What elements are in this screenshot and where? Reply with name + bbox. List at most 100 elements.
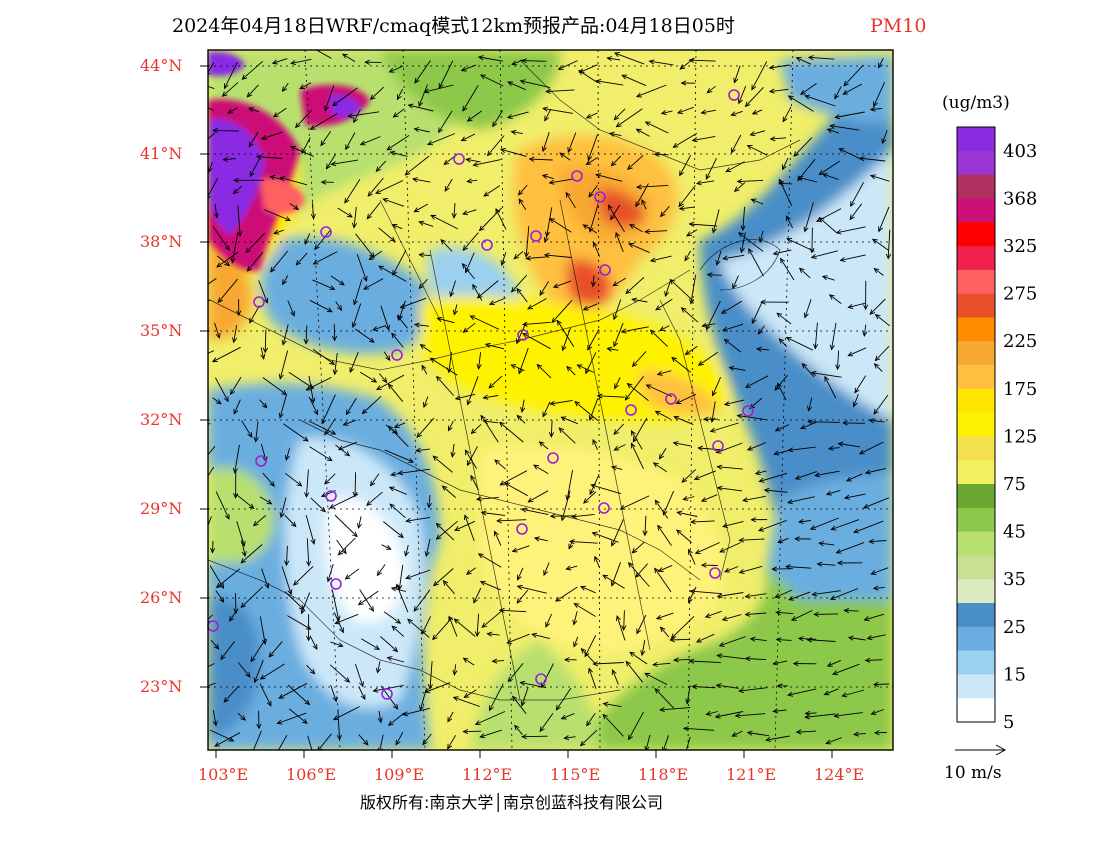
wind-arrow	[312, 279, 336, 291]
wind-arrow	[709, 422, 739, 433]
wind-arrow	[215, 590, 225, 603]
wind-arrow	[588, 185, 598, 198]
wind-arrow	[636, 614, 647, 635]
colorbar-label: 75	[1003, 474, 1026, 495]
wind-arrow	[788, 591, 811, 601]
wind-arrow	[760, 299, 789, 305]
wind-arrow	[737, 85, 747, 105]
wind-arrow	[688, 658, 721, 664]
wind-arrow	[404, 544, 410, 557]
wind-arrow	[208, 466, 215, 477]
wind-arrow	[276, 712, 307, 725]
wind-arrow	[715, 250, 722, 266]
wind-arrow	[627, 562, 650, 587]
wind-arrow	[818, 217, 837, 233]
wind-arrow	[551, 299, 573, 324]
city-marker	[728, 89, 740, 101]
colorbar-label: 5	[1003, 712, 1014, 733]
wind-arrow	[332, 352, 338, 376]
wind-arrow	[463, 689, 477, 699]
wind-arrow	[465, 567, 476, 575]
wind-arrow	[568, 539, 598, 545]
wind-arrow	[621, 74, 647, 87]
wind-arrow	[516, 584, 547, 594]
wind-arrow	[785, 564, 812, 570]
wind-arrow	[364, 59, 382, 65]
wind-arrow	[372, 684, 404, 693]
wind-arrow	[367, 177, 384, 197]
wind-arrow	[673, 657, 691, 663]
city-marker	[517, 329, 529, 341]
wind-arrow	[580, 647, 596, 665]
wind-arrow	[492, 110, 503, 128]
wind-arrow	[742, 495, 766, 503]
wind-arrow	[613, 322, 624, 348]
wind-arrow	[847, 347, 867, 357]
wind-arrow	[758, 519, 787, 532]
wind-arrow	[754, 470, 767, 476]
wind-arrow	[413, 589, 431, 612]
wind-arrow	[738, 565, 763, 574]
wind-arrow	[644, 734, 651, 750]
wind-arrow	[635, 128, 650, 137]
wind-arrow	[303, 325, 309, 345]
wind-arrow	[731, 134, 742, 154]
wind-arrow	[435, 522, 455, 541]
wind-arrow	[682, 495, 695, 501]
wind-arrow	[290, 145, 314, 157]
lat-label: 44°N	[140, 56, 182, 75]
wind-arrow	[521, 58, 547, 64]
wind-arrow	[462, 728, 482, 735]
wind-arrow	[686, 229, 698, 237]
wind-arrow	[777, 537, 789, 544]
colorbar-swatch	[957, 674, 995, 699]
wind-arrow	[356, 254, 368, 282]
colorbar-swatch	[957, 388, 995, 414]
wind-arrow	[720, 300, 743, 314]
wind-arrow	[330, 641, 344, 648]
wind-arrow	[527, 490, 549, 503]
wind-arrow	[631, 351, 647, 368]
wind-arrow	[822, 173, 839, 180]
wind-arrow	[496, 518, 527, 524]
wind-arrow	[560, 713, 575, 720]
wind-arrow	[208, 62, 215, 76]
wind-arrow	[588, 667, 597, 689]
wind-arrow	[414, 60, 431, 84]
wind-arrow	[723, 338, 742, 353]
wind-arrow	[630, 442, 644, 469]
wind-arrow	[533, 464, 549, 474]
wind-arrow	[208, 299, 211, 302]
colorbar-swatch	[957, 365, 995, 390]
wind-arrow	[427, 133, 456, 146]
wind-arrow	[262, 329, 268, 354]
wind-arrow	[258, 280, 269, 304]
wind-arrow	[520, 399, 526, 414]
wind-arrow	[499, 470, 528, 486]
wind-arrow	[516, 414, 526, 424]
wind-arrow	[332, 706, 360, 721]
wind-arrow	[363, 278, 384, 290]
wind-arrow	[210, 639, 220, 650]
wind-arrow	[278, 734, 288, 750]
city-marker	[599, 264, 611, 276]
colorbar-unit: (ug/m3)	[942, 93, 1010, 113]
wind-arrow	[482, 394, 499, 400]
wind-arrow	[806, 637, 836, 643]
city-marker	[330, 578, 342, 590]
wind-arrow	[256, 710, 262, 730]
wind-arrow	[567, 132, 577, 154]
wind-arrow	[330, 684, 338, 703]
wind-arrow	[249, 305, 260, 324]
wind-arrow	[320, 179, 334, 185]
wind-arrow	[252, 730, 262, 750]
wind-arrow	[248, 131, 259, 148]
wind-arrow	[676, 106, 694, 114]
wind-arrow	[281, 324, 289, 346]
wind-arrow	[795, 57, 812, 65]
wind-arrow	[544, 108, 552, 122]
wind-arrow	[386, 656, 405, 663]
wind-arrow	[325, 153, 336, 170]
wind-arrow	[405, 569, 431, 580]
wind-arrow	[873, 82, 886, 108]
